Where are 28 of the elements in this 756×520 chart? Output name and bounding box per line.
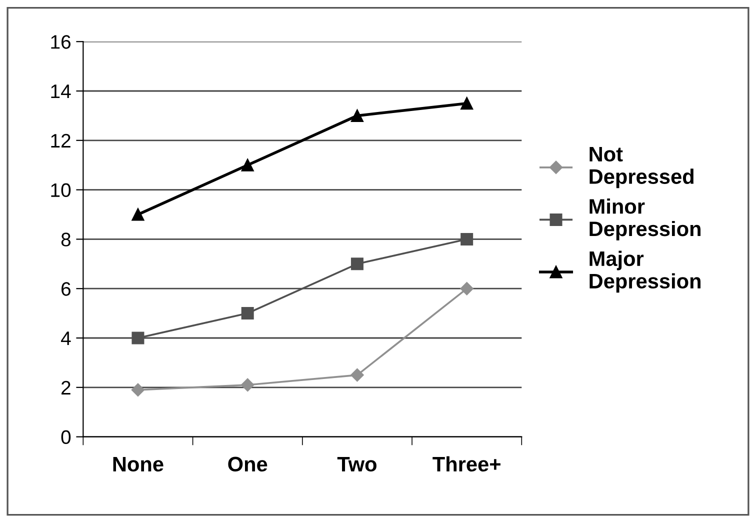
x-tick-label: None bbox=[113, 457, 164, 472]
point bbox=[241, 307, 254, 320]
y-tick-label: 8 bbox=[61, 232, 71, 246]
point bbox=[132, 208, 144, 221]
y-tick-label: 4 bbox=[60, 332, 71, 346]
y-tick-label: 10 bbox=[51, 183, 71, 198]
legend-label: Minor Depression bbox=[590, 198, 700, 240]
y-tick-label: 14 bbox=[51, 84, 71, 98]
y-tick-label: 12 bbox=[51, 134, 70, 148]
y-tick-label: 6 bbox=[62, 282, 70, 296]
legend-label: Not Depressed bbox=[590, 146, 694, 188]
legend-label: Major Depression bbox=[590, 250, 700, 293]
x-tick-label: Three+ bbox=[432, 456, 500, 472]
point bbox=[131, 383, 145, 396]
point bbox=[241, 378, 254, 392]
y-tick-label: 2 bbox=[62, 380, 70, 394]
x-tick-label: One bbox=[228, 456, 268, 472]
y-tick-label: 16 bbox=[51, 35, 70, 49]
point bbox=[350, 109, 364, 122]
point bbox=[460, 282, 474, 296]
y-tick-label: 0 bbox=[61, 430, 71, 444]
point bbox=[350, 368, 364, 382]
point bbox=[132, 332, 144, 344]
point bbox=[241, 158, 254, 172]
x-tick-label: Two bbox=[337, 457, 376, 472]
point bbox=[460, 97, 474, 110]
point bbox=[460, 232, 474, 246]
point bbox=[350, 258, 364, 270]
